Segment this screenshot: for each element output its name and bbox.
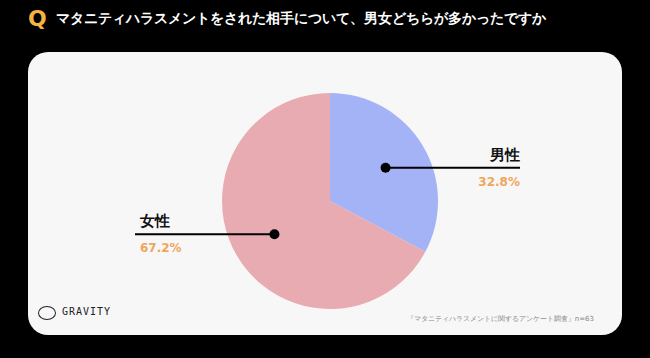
- svg-text:男性: 男性: [489, 146, 520, 164]
- svg-text:67.2%: 67.2%: [140, 241, 182, 255]
- svg-text:32.8%: 32.8%: [478, 175, 520, 189]
- html-text:GRAVITY: GRAVITY: [62, 306, 112, 317]
- html-text:マタニティハラスメントをされた相手について、男女どちらが多か: マタニティハラスメントをされた相手について、男女どちらが多かったですか: [56, 10, 546, 26]
- html-text:『マタニティハラスメントに関するアンケート調査』n=63: 『マタニティハラスメントに関するアンケート調査』n=63: [406, 315, 594, 323]
- html-text:Q: Q: [28, 6, 47, 31]
- svg-text:女性: 女性: [139, 212, 170, 230]
